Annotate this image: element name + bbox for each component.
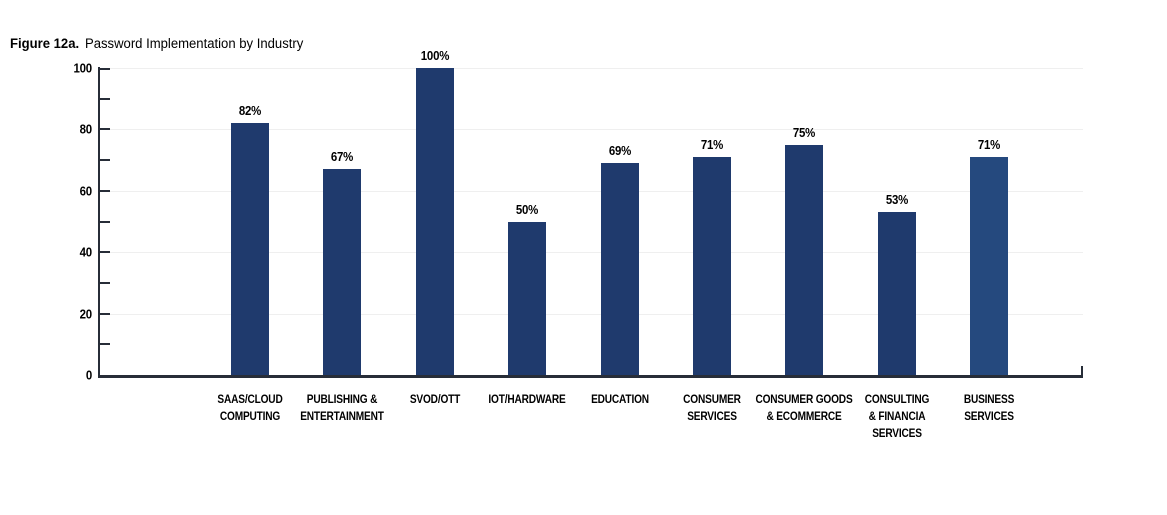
category-label-consulting-financia-services: CONSULTING & FINANCIA SERVICES bbox=[864, 394, 930, 440]
bar-publishing-entertainment bbox=[323, 169, 362, 375]
y-axis-tick-60 bbox=[100, 189, 110, 192]
y-axis-tick-90 bbox=[100, 97, 110, 100]
y-axis-label-100: 100 bbox=[73, 60, 92, 76]
bar-saas-cloud-computing bbox=[231, 123, 269, 375]
bar-education bbox=[600, 163, 639, 375]
category-label-iot-hardware: IOT/HARDWARE bbox=[488, 394, 566, 406]
y-axis-label-0: 0 bbox=[85, 367, 92, 383]
category-label-education: EDUCATION bbox=[590, 394, 649, 406]
x-axis-end-tick bbox=[1080, 365, 1083, 378]
figure-name: Password Implementation by Industry bbox=[84, 36, 304, 51]
bar-consulting-financia-services bbox=[877, 212, 916, 375]
y-axis-label-20: 20 bbox=[79, 306, 93, 322]
category-label-svod-ott: SVOD/OTT bbox=[409, 394, 461, 406]
category-label-saas-cloud-computing: SAAS/CLOUD COMPUTING bbox=[217, 394, 283, 423]
y-axis-tick-80 bbox=[100, 128, 110, 131]
gridline-100 bbox=[101, 68, 1083, 69]
value-label-iot-hardware: 50% bbox=[516, 201, 539, 217]
bar-svod-ott bbox=[415, 68, 454, 375]
value-label-education: 69% bbox=[608, 143, 631, 159]
plot-area: 82% SAAS/CLOUD COMPUTING 67% PUBLISHING & E… bbox=[73, 48, 1083, 440]
y-axis-tick-20 bbox=[100, 312, 110, 315]
category-label-publishing-entertainment: PUBLISHING & ENTERTAINMENT bbox=[300, 394, 385, 423]
gridline-20 bbox=[101, 313, 1083, 315]
x-axis-line bbox=[98, 375, 1083, 378]
y-axis-tick-40 bbox=[100, 251, 110, 254]
y-axis-label-80: 80 bbox=[79, 121, 93, 137]
gridline-60 bbox=[101, 190, 1083, 192]
y-axis-tick-50 bbox=[100, 220, 110, 223]
figure-title: Figure 12a. Password Implementation by In… bbox=[10, 36, 303, 51]
category-label-consumer-goods-ecommerce: CONSUMER GOODS & ECOMMERCE bbox=[755, 394, 853, 423]
y-axis-tick-70 bbox=[100, 159, 110, 162]
y-axis-tick-10 bbox=[100, 343, 110, 346]
value-label-svod-ott: 100% bbox=[420, 48, 450, 63]
value-label-business-services: 71% bbox=[978, 137, 1001, 153]
value-label-publishing-entertainment: 67% bbox=[331, 149, 354, 165]
bar-business-services bbox=[970, 157, 1009, 375]
y-axis-line bbox=[98, 67, 100, 378]
value-label-consumer-services: 71% bbox=[700, 137, 724, 153]
value-label-consumer-goods-ecommerce: 75% bbox=[793, 124, 816, 140]
gridline-40 bbox=[101, 252, 1083, 254]
category-label-business-services: BUSINESS SERVICES bbox=[964, 394, 1015, 423]
bar-iot-hardware bbox=[508, 221, 547, 375]
y-axis-label-60: 60 bbox=[79, 183, 93, 199]
category-label-consumer-services: CONSUMER SERVICES bbox=[683, 394, 741, 423]
y-axis-tick-100 bbox=[100, 68, 110, 70]
y-axis-tick-30 bbox=[100, 281, 110, 284]
y-axis-label-40: 40 bbox=[79, 244, 93, 260]
bar-consumer-services bbox=[693, 157, 731, 375]
gridline-80 bbox=[101, 129, 1083, 131]
value-label-consulting-financia-services: 53% bbox=[885, 192, 909, 208]
value-label-saas-cloud-computing: 82% bbox=[238, 103, 262, 119]
figure-label: Figure 12a. bbox=[10, 36, 80, 51]
bar-consumer-goods-ecommerce bbox=[785, 144, 824, 375]
